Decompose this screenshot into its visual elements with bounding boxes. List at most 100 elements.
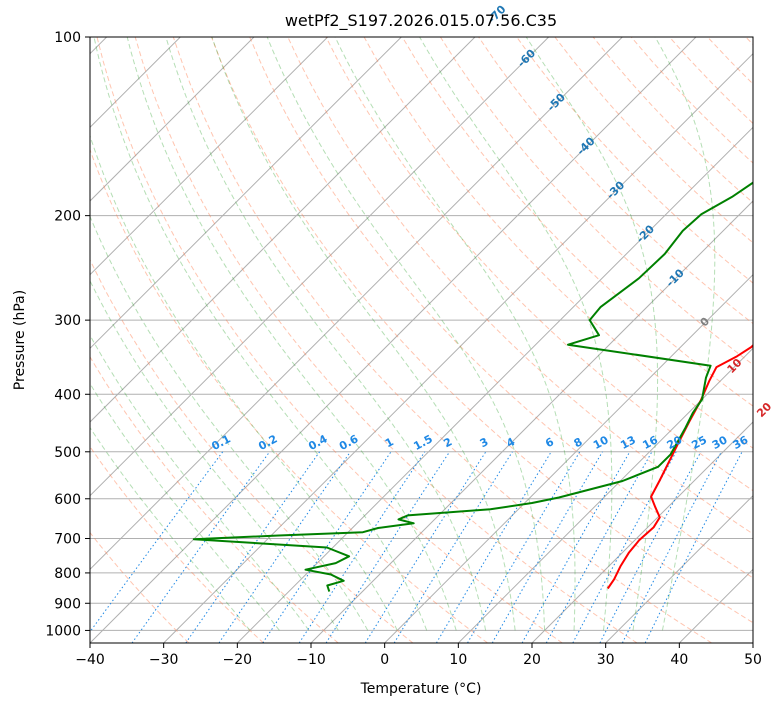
mixing-ratio-line (298, 451, 426, 643)
mixing-ratio-line (599, 451, 702, 643)
y-tick-label: 900 (54, 596, 81, 612)
mixing-ratio-label: 36 (731, 433, 751, 452)
isotherm--30 (163, 52, 753, 643)
dry-adiabat (90, 355, 339, 643)
y-axis-title: Pressure (hPa) (12, 290, 28, 390)
mixing-ratio-line (545, 451, 653, 643)
moist-adiabat (93, 37, 428, 631)
x-tick-label: −20 (223, 652, 253, 668)
x-tick-label: 10 (449, 652, 467, 668)
mixing-ratio-line (572, 451, 677, 643)
mixing-ratio-label: 25 (689, 433, 709, 452)
dry-adiabat (90, 531, 190, 643)
isotherm-20 (531, 421, 753, 643)
moist-adiabat (165, 37, 487, 631)
dry-adiabat (745, 37, 753, 46)
dry-adiabat (90, 148, 488, 643)
dry-adiabat (516, 37, 753, 284)
dry-adiabat (96, 37, 563, 643)
y-tick-label: 500 (54, 445, 81, 461)
dry-adiabat (669, 37, 753, 125)
isotherm--70 (90, 37, 476, 423)
dry-adiabat (134, 37, 638, 643)
y-axis-ticks: 100 200 300 400 500 600 700 800 900 1000 (45, 30, 90, 639)
mixing-ratio-label: 0.2 (256, 432, 279, 453)
x-axis-ticks: −40 −30 −20 −10 0 10 20 30 40 50 (75, 643, 762, 668)
moist-adiabat (90, 334, 310, 631)
dry-adiabat (90, 445, 264, 643)
moist-adiabat (90, 215, 369, 631)
isotherm--90 (90, 37, 329, 276)
isotherm--40 (90, 37, 697, 643)
x-tick-label: 50 (744, 652, 762, 668)
moist-adiabat (90, 426, 251, 631)
isotherm--60 (90, 37, 550, 497)
isotherm--20 (236, 126, 753, 643)
background-reference-lines (90, 37, 753, 643)
mixing-ratio-line (325, 451, 451, 643)
isotherm-40 (678, 568, 753, 643)
y-tick-label: 200 (54, 209, 81, 225)
mixing-ratio-label: 10 (591, 433, 611, 452)
moist-adiabat (126, 37, 457, 631)
y-tick-label: 300 (54, 313, 81, 329)
x-tick-label: 0 (380, 652, 389, 668)
isotherm--50 (90, 37, 623, 571)
mixing-ratio-label: 0.4 (306, 432, 330, 453)
mixing-ratio-line (467, 451, 581, 643)
moist-adiabat (419, 37, 613, 631)
isotherm-10 (457, 347, 753, 643)
y-tick-label: 100 (54, 30, 81, 46)
isotherm-50 (752, 642, 753, 643)
dry-adiabat (478, 37, 753, 325)
moist-adiabat (211, 37, 516, 631)
mixing-ratio-label: 6 (543, 435, 556, 450)
mixing-ratio-label: 0.1 (209, 432, 232, 453)
mixing-ratio-label: 3 (478, 435, 491, 450)
mixing-ratio-label: 16 (640, 433, 660, 452)
y-tick-label: 1000 (45, 623, 81, 639)
x-tick-label: 30 (597, 652, 615, 668)
mixing-ratio-label: 30 (710, 433, 730, 452)
mixing-ratio-line (262, 451, 392, 643)
mixing-ratio-line (621, 451, 722, 643)
mixing-ratio-line (90, 451, 224, 633)
reference-labels: 0.10.20.40.611.52346810131620253036-100-… (209, 3, 774, 453)
moist-adiabat (654, 37, 716, 631)
sounding-profiles (192, 181, 753, 592)
dry-adiabat (439, 37, 753, 366)
isotherm--100 (90, 37, 255, 202)
dry-adiabat (554, 37, 753, 244)
isotherm-30 (605, 494, 753, 643)
x-tick-label: 20 (523, 652, 541, 668)
y-tick-label: 700 (54, 532, 81, 548)
mixing-ratio-line (644, 451, 743, 643)
x-tick-label: 40 (670, 652, 688, 668)
dry-adiabat (707, 37, 753, 85)
mixing-ratio-label: 8 (572, 435, 585, 450)
moist-adiabat (334, 37, 576, 631)
y-tick-label: 800 (54, 566, 81, 582)
dry-adiabat (401, 37, 753, 407)
mixing-ratio-line (435, 451, 552, 643)
temperature-profile-line (606, 343, 753, 590)
plot-frame (89, 36, 754, 644)
isotherm--10 (310, 200, 753, 643)
mixing-ratio-label: 20 (665, 433, 685, 452)
dry-adiabat (90, 258, 414, 643)
mixing-ratio-label: 1 (383, 435, 396, 450)
mixing-ratio-line (364, 451, 487, 643)
x-tick-label: −40 (75, 652, 105, 668)
mixing-ratio-line (218, 451, 351, 643)
mixing-ratio-label: 13 (618, 433, 638, 452)
x-tick-label: −10 (296, 652, 326, 668)
moist-adiabat (90, 279, 339, 631)
chart-title: wetPf2_S197.2026.015.07.56.C35 (285, 11, 557, 31)
dry-adiabat (325, 37, 753, 492)
y-tick-label: 400 (54, 387, 81, 403)
isotherm-label: 10 (725, 356, 745, 376)
moist-adiabat (266, 37, 546, 631)
x-tick-label: −30 (149, 652, 179, 668)
x-axis-title: Temperature (°C) (360, 681, 482, 697)
moist-adiabat (525, 37, 659, 631)
